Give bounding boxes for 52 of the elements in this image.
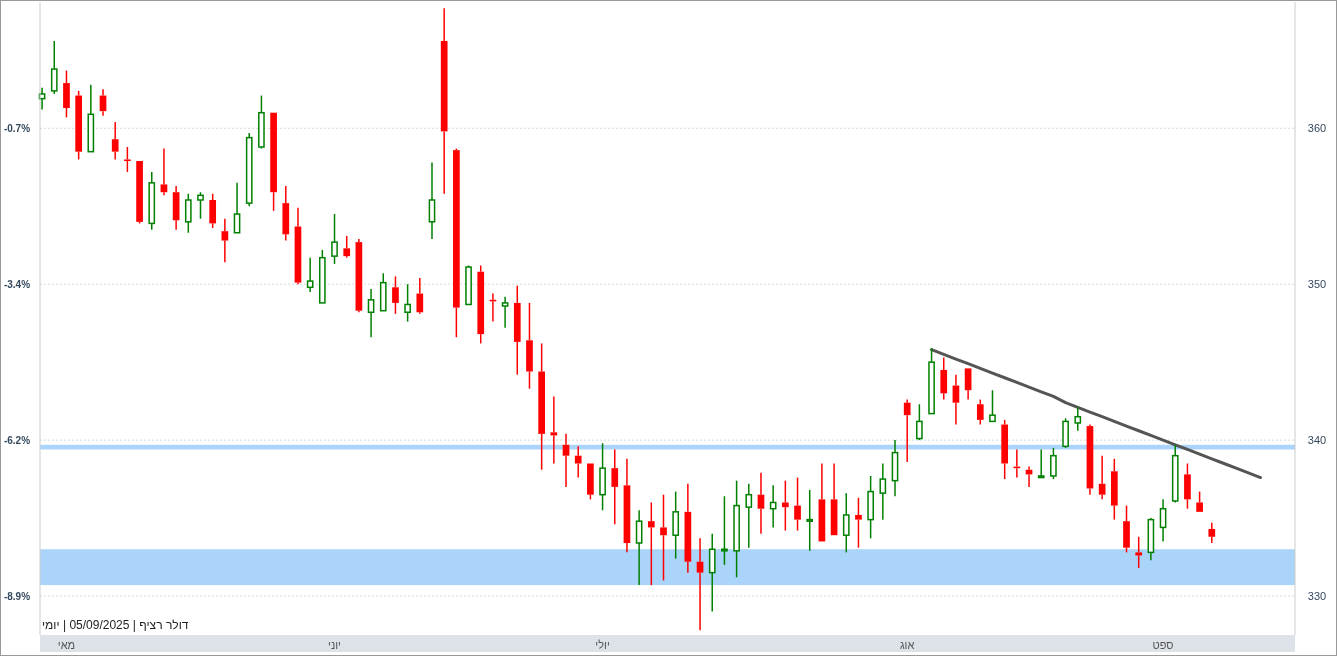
candlestick: [501, 295, 509, 329]
candlestick: [903, 398, 911, 463]
y2-tick-label: -8.9%: [3, 591, 31, 603]
candlestick: [1074, 406, 1082, 432]
candlestick: [148, 171, 156, 231]
y2-tick-label: -3.4%: [3, 278, 31, 290]
candlestick: [538, 342, 546, 471]
candlestick: [1098, 454, 1106, 501]
candlestick: [684, 483, 692, 574]
candlestick: [111, 121, 119, 161]
annotation: דולר רציף | 05/09/2025 | יומי: [42, 618, 189, 632]
x-tick-label: יולי: [595, 639, 610, 651]
candlestick: [635, 509, 643, 586]
candlestick: [879, 462, 887, 521]
candlestick: [745, 483, 753, 549]
y-tick-label: 340: [1307, 434, 1327, 447]
candlestick: [708, 532, 716, 613]
y-tick-label: 360: [1307, 122, 1327, 135]
x-tick-label: מאי: [57, 639, 76, 651]
x-tick-label: יוני: [328, 639, 341, 651]
candlestick: [416, 277, 424, 315]
candlestick: [367, 288, 375, 338]
candlestick: [611, 448, 619, 526]
candlestick: [781, 479, 789, 532]
candlestick: [306, 256, 314, 293]
candlestick: [660, 493, 667, 582]
candlestick: [550, 395, 558, 465]
candlestick: [440, 7, 448, 195]
y-tick-label: 330: [1307, 590, 1327, 603]
candlestick: [623, 458, 631, 554]
candlestick: [806, 489, 814, 552]
candlestick: [672, 490, 680, 560]
candlestick: [562, 433, 570, 488]
candlestick: [733, 479, 740, 579]
x-tick-label: אוג: [899, 639, 915, 651]
candlestick: [355, 238, 363, 314]
candlestick: [1159, 498, 1167, 543]
candlestick: [696, 537, 704, 632]
candlestick: [1208, 521, 1216, 544]
candlestick: [769, 484, 777, 529]
candlestick: [1147, 517, 1155, 561]
x-tick-label: ספט: [1152, 639, 1174, 651]
candlestick: [221, 217, 229, 264]
candlestick: [647, 501, 655, 586]
y-tick-label: 350: [1307, 278, 1327, 291]
y2-tick-label: -0.7%: [3, 123, 31, 135]
candlestick: [160, 147, 168, 197]
line-series: [930, 348, 1263, 480]
candlestick: [574, 445, 582, 479]
candlestick: [428, 161, 436, 240]
candlestick: [282, 185, 290, 242]
y2-tick-label: -6.2%: [3, 435, 31, 447]
